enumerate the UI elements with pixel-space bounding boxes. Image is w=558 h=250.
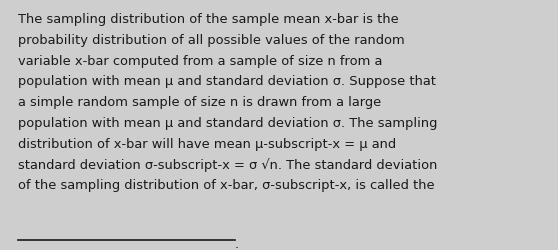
Text: population with mean μ and standard deviation σ. Suppose that: population with mean μ and standard devi… xyxy=(18,75,436,88)
Text: probability distribution of all possible values of the random: probability distribution of all possible… xyxy=(18,34,405,46)
Text: .: . xyxy=(235,237,239,250)
Text: distribution of x-bar will have mean μ-subscript-x = μ and: distribution of x-bar will have mean μ-s… xyxy=(18,137,396,150)
Text: The sampling distribution of the sample mean x-bar is the: The sampling distribution of the sample … xyxy=(18,13,399,26)
Text: of the sampling distribution of x-bar, σ-subscript-x, is called the: of the sampling distribution of x-bar, σ… xyxy=(18,179,435,192)
Text: population with mean μ and standard deviation σ. The sampling: population with mean μ and standard devi… xyxy=(18,116,437,130)
Text: a simple random sample of size n is drawn from a large: a simple random sample of size n is draw… xyxy=(18,96,381,109)
Text: standard deviation σ-subscript-x = σ √n. The standard deviation: standard deviation σ-subscript-x = σ √n.… xyxy=(18,158,437,172)
Text: variable x-bar computed from a sample of size n from a: variable x-bar computed from a sample of… xyxy=(18,54,382,67)
